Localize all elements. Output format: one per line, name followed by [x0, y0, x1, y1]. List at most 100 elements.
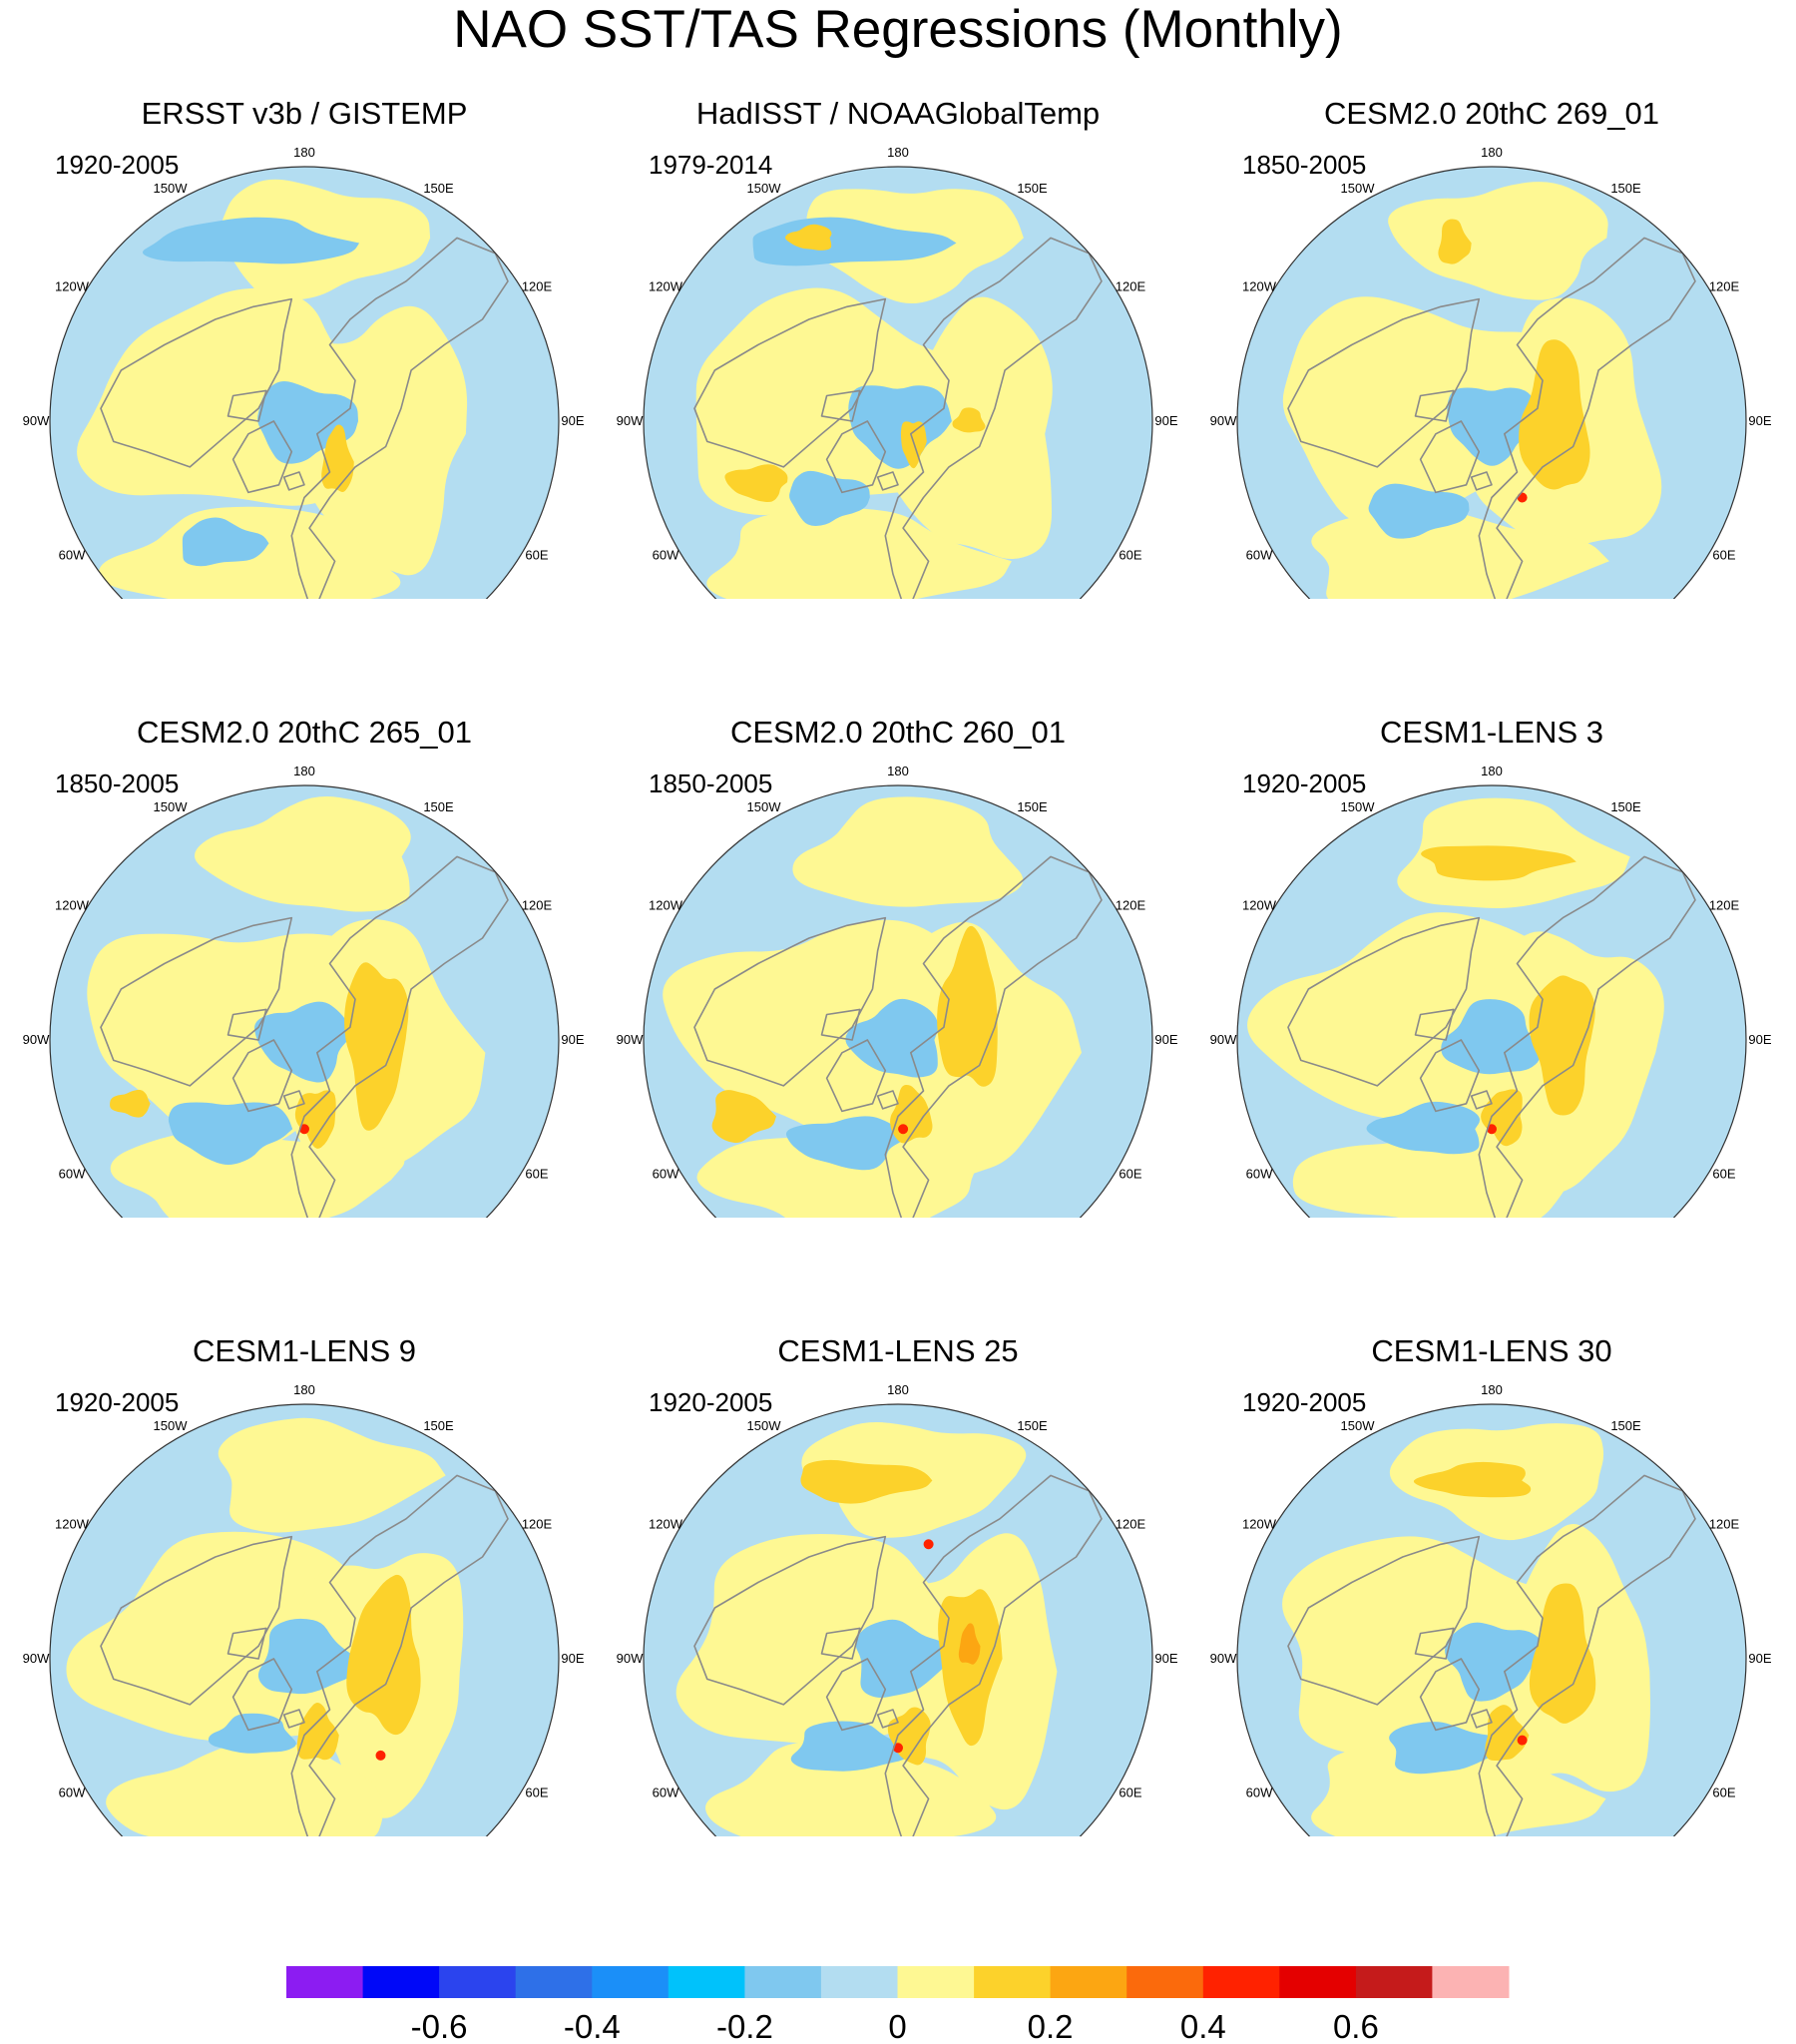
coastline [231, 420, 293, 494]
contour-positive [1438, 219, 1472, 264]
longitude-label: 90W [617, 413, 644, 428]
colorbar-swatch [286, 1966, 364, 1998]
colorbar-swatch [820, 1966, 898, 1998]
longitude-label: 180 [1481, 1382, 1503, 1397]
longitude-label: 150W [154, 799, 189, 814]
panel-period: 1920-2005 [1242, 768, 1367, 798]
map-field [50, 167, 559, 599]
longitude-label: 120E [1116, 1517, 1146, 1532]
contour-max-spot [1517, 1735, 1528, 1746]
polar-map: 180150E120E90E60E30E030W60W90W120W150W [1210, 1382, 1772, 1836]
longitude-label: 150E [423, 1418, 454, 1433]
contour-negative [789, 470, 870, 526]
longitude-label: 90E [561, 413, 584, 428]
panel-period: 1850-2005 [1242, 150, 1367, 180]
longitude-label: 150W [747, 799, 782, 814]
longitude-label: 90W [23, 413, 50, 428]
coastline [876, 471, 899, 491]
map-panel: 180150E120E90E60E30E030W60W90W120W150W C… [1197, 1238, 1786, 1836]
longitude-label: 90E [561, 1651, 584, 1666]
coastline [1470, 1090, 1493, 1110]
longitude-label: 60W [59, 1786, 86, 1800]
map-border [643, 1403, 1153, 1836]
coastline [876, 1090, 899, 1110]
coastline [1287, 297, 1481, 468]
colorbar-swatch [1202, 1966, 1280, 1998]
coastline [1419, 1658, 1481, 1732]
longitude-label: 60E [1712, 1167, 1735, 1182]
longitude-label: 120W [1242, 898, 1277, 913]
longitude-label: 60E [1119, 1167, 1141, 1182]
map-field [1237, 167, 1746, 599]
contour-band-positive [1311, 1746, 1606, 1836]
longitude-label: 90W [23, 1032, 50, 1047]
coastline [282, 471, 305, 491]
map-panel: 180150E120E90E60E30E030W60W90W120W150W C… [1197, 0, 1786, 599]
longitude-label: 180 [887, 145, 909, 160]
map-panel: 180150E120E90E60E30E030W60W90W120W150W H… [604, 0, 1192, 599]
contour-band-positive [110, 1131, 405, 1218]
colorbar-tick-label: 0.6 [1333, 2008, 1379, 2044]
longitude-label: 180 [887, 1382, 909, 1397]
map-field [1237, 1404, 1746, 1836]
longitude-label: 60W [1246, 1786, 1273, 1800]
contour-negative [855, 1619, 954, 1698]
contour-negative [254, 1001, 349, 1083]
map-field [50, 1404, 559, 1836]
contour-positive [296, 1702, 339, 1761]
panel-period: 1920-2005 [55, 1387, 180, 1417]
colorbar-tick-label: 0 [888, 2008, 906, 2044]
longitude-label: 60E [1712, 1786, 1735, 1800]
longitude-label: 90W [1210, 1651, 1237, 1666]
longitude-label: 150E [1610, 181, 1641, 196]
longitude-label: 150E [1017, 181, 1048, 196]
polar-map: 180150E120E90E60E30E030W60W90W120W150W [617, 145, 1178, 599]
coastline [1478, 237, 1696, 599]
map-border [49, 784, 560, 1218]
coastline [100, 916, 293, 1087]
map-panel: 180150E120E90E60E30E030W60W90W120W150W E… [10, 0, 599, 599]
contour-positive [344, 962, 409, 1131]
longitude-label: 150E [1017, 1418, 1048, 1433]
colorbar-swatch [668, 1966, 745, 1998]
contour-positive [937, 925, 998, 1087]
longitude-label: 90W [617, 1032, 644, 1047]
colorbar-tick-label: -0.6 [411, 2008, 468, 2044]
coastline [825, 1039, 887, 1113]
longitude-label: 150E [423, 181, 454, 196]
panel-period: 1920-2005 [1242, 1387, 1367, 1417]
contour-negative [1389, 1722, 1509, 1775]
figure-title: NAO SST/TAS Regressions (Monthly) [453, 0, 1343, 59]
longitude-label: 120W [649, 898, 683, 913]
contour-positive [1529, 1583, 1596, 1724]
colorbar-tick-label: 0.4 [1180, 2008, 1226, 2044]
longitude-label: 60W [59, 1167, 86, 1182]
map-border [643, 166, 1153, 599]
contour-positive [785, 224, 832, 251]
longitude-label: 120W [55, 279, 90, 294]
map-panel: 180150E120E90E60E30E030W60W90W120W150W C… [1197, 619, 1786, 1218]
coastline [884, 237, 1103, 599]
longitude-label: 60E [1119, 548, 1141, 563]
colorbar-swatch [362, 1966, 440, 1998]
coastline [1470, 471, 1493, 491]
longitude-label: 150W [747, 181, 782, 196]
coastline [876, 1709, 899, 1729]
longitude-label: 150E [423, 799, 454, 814]
map-border [1236, 784, 1747, 1218]
contour-positive [1485, 1705, 1530, 1762]
panel-period: 1979-2014 [649, 150, 773, 180]
coastline [820, 389, 861, 422]
contour-positive [1529, 975, 1595, 1116]
coastline [1419, 1039, 1481, 1113]
contour-band-positive [283, 305, 468, 576]
contour-negative [848, 385, 952, 469]
longitude-label: 120W [649, 279, 683, 294]
coastline [100, 297, 293, 468]
coastline [290, 855, 509, 1218]
longitude-label: 120W [649, 1517, 683, 1532]
contour-max-spot [893, 1743, 903, 1754]
longitude-label: 90E [1154, 1651, 1177, 1666]
longitude-label: 90W [1210, 1032, 1237, 1047]
map-border [1236, 166, 1747, 599]
